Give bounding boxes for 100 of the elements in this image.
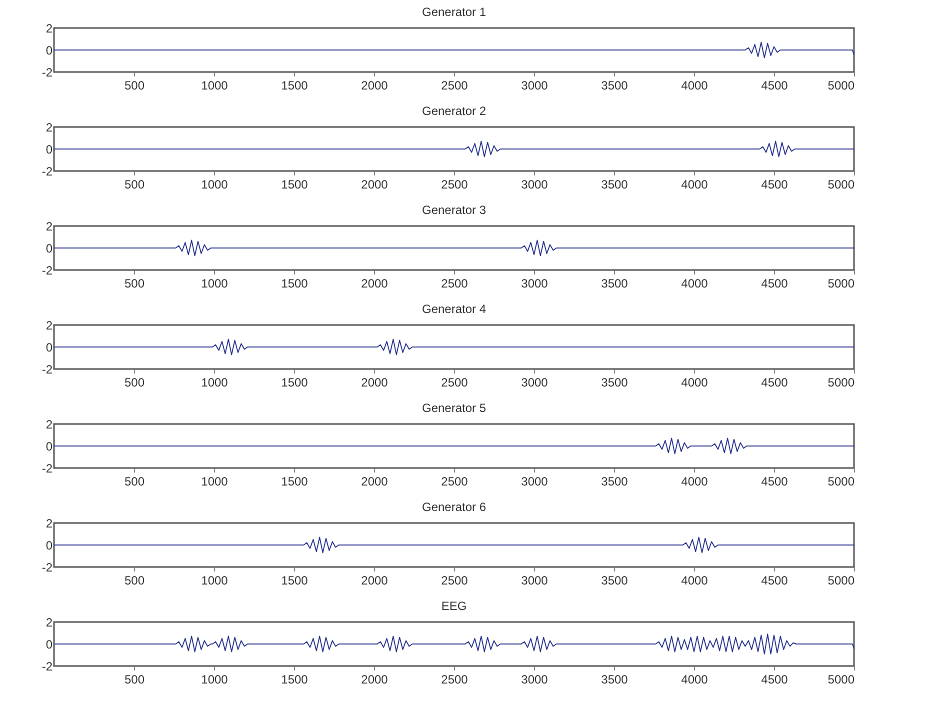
y-tick-label: 0 bbox=[46, 440, 53, 454]
x-tick-label: 2000 bbox=[361, 672, 388, 686]
x-tick-label: 4000 bbox=[681, 574, 708, 588]
x-tick-label: 1000 bbox=[201, 376, 228, 390]
x-tick-label: 3500 bbox=[601, 574, 628, 588]
y-tick-label: 0 bbox=[46, 142, 53, 156]
x-tick-label: 4500 bbox=[761, 78, 788, 92]
x-tick-label: 1500 bbox=[281, 376, 308, 390]
x-tick-label: 4000 bbox=[681, 78, 708, 92]
x-tick-label: 2000 bbox=[361, 474, 388, 488]
chart-title: Generator 6 bbox=[422, 500, 486, 514]
x-tick-label: 3500 bbox=[601, 672, 628, 686]
chart-title: Generator 4 bbox=[422, 302, 486, 316]
x-tick-label: 5000 bbox=[828, 672, 855, 686]
y-tick-label: 0 bbox=[46, 340, 53, 354]
chart-title: Generator 3 bbox=[422, 203, 486, 217]
x-tick-label: 2500 bbox=[441, 672, 468, 686]
x-tick-label: 500 bbox=[124, 376, 145, 390]
line-series bbox=[54, 338, 854, 356]
x-tick-label: 1000 bbox=[201, 178, 228, 192]
x-tick-label: 2500 bbox=[441, 178, 468, 192]
x-tick-label: 3500 bbox=[601, 474, 628, 488]
chart-title: EEG bbox=[441, 599, 467, 613]
x-tick-label: 1000 bbox=[201, 574, 228, 588]
x-tick-label: 4000 bbox=[681, 178, 708, 192]
x-tick-label: 3000 bbox=[521, 376, 548, 390]
y-tick-label: 2 bbox=[46, 220, 53, 234]
y-tick-label: -2 bbox=[42, 462, 53, 476]
y-tick-label: -2 bbox=[42, 560, 53, 574]
y-tick-label: 2 bbox=[46, 120, 53, 134]
x-tick-label: 1500 bbox=[281, 276, 308, 290]
y-tick-label: -2 bbox=[42, 66, 53, 80]
chart-title: Generator 2 bbox=[422, 104, 486, 118]
x-tick-label: 3000 bbox=[521, 672, 548, 686]
x-tick-label: 4000 bbox=[681, 474, 708, 488]
chart-title: Generator 1 bbox=[422, 5, 486, 19]
line-series bbox=[54, 240, 854, 256]
x-tick-label: 1000 bbox=[201, 672, 228, 686]
x-tick-label: 4000 bbox=[681, 376, 708, 390]
x-tick-label: 500 bbox=[124, 178, 145, 192]
y-tick-label: -2 bbox=[42, 164, 53, 178]
line-series bbox=[54, 42, 854, 58]
x-tick-label: 1500 bbox=[281, 672, 308, 686]
y-tick-label: 2 bbox=[46, 418, 53, 432]
x-tick-label: 1000 bbox=[201, 78, 228, 92]
y-tick-label: -2 bbox=[42, 264, 53, 278]
x-tick-label: 4500 bbox=[761, 178, 788, 192]
y-tick-label: 0 bbox=[46, 44, 53, 58]
x-tick-label: 500 bbox=[124, 78, 145, 92]
chart-title: Generator 5 bbox=[422, 401, 486, 415]
line-series bbox=[54, 438, 854, 454]
line-series bbox=[54, 536, 854, 554]
x-tick-label: 1000 bbox=[201, 474, 228, 488]
x-tick-label: 4500 bbox=[761, 672, 788, 686]
x-tick-label: 4000 bbox=[681, 276, 708, 290]
x-tick-label: 2500 bbox=[441, 276, 468, 290]
x-tick-label: 2500 bbox=[441, 474, 468, 488]
x-tick-label: 5000 bbox=[828, 78, 855, 92]
y-tick-label: 2 bbox=[46, 318, 53, 332]
x-tick-label: 500 bbox=[124, 574, 145, 588]
x-tick-label: 1500 bbox=[281, 78, 308, 92]
x-tick-label: 5000 bbox=[828, 574, 855, 588]
y-tick-label: -2 bbox=[42, 362, 53, 376]
x-tick-label: 3000 bbox=[521, 474, 548, 488]
x-tick-label: 2000 bbox=[361, 78, 388, 92]
x-tick-label: 1500 bbox=[281, 574, 308, 588]
x-tick-label: 500 bbox=[124, 672, 145, 686]
x-tick-label: 1500 bbox=[281, 474, 308, 488]
x-tick-label: 4500 bbox=[761, 376, 788, 390]
y-tick-label: 2 bbox=[46, 516, 53, 530]
x-tick-label: 2000 bbox=[361, 178, 388, 192]
x-tick-label: 1000 bbox=[201, 276, 228, 290]
x-tick-label: 2500 bbox=[441, 78, 468, 92]
y-tick-label: 0 bbox=[46, 242, 53, 256]
x-tick-label: 3500 bbox=[601, 376, 628, 390]
x-tick-label: 3500 bbox=[601, 276, 628, 290]
y-tick-label: -2 bbox=[42, 660, 53, 674]
x-tick-label: 4000 bbox=[681, 672, 708, 686]
x-tick-label: 4500 bbox=[761, 276, 788, 290]
x-tick-label: 2000 bbox=[361, 276, 388, 290]
x-tick-label: 3500 bbox=[601, 178, 628, 192]
y-tick-label: 2 bbox=[46, 22, 53, 36]
x-tick-label: 2500 bbox=[441, 376, 468, 390]
line-series bbox=[54, 140, 854, 158]
x-tick-label: 2000 bbox=[361, 376, 388, 390]
x-tick-label: 3000 bbox=[521, 574, 548, 588]
x-tick-label: 5000 bbox=[828, 276, 855, 290]
x-tick-label: 3500 bbox=[601, 78, 628, 92]
x-tick-label: 500 bbox=[124, 276, 145, 290]
x-tick-label: 2000 bbox=[361, 574, 388, 588]
x-tick-label: 5000 bbox=[828, 178, 855, 192]
x-tick-label: 5000 bbox=[828, 474, 855, 488]
y-tick-label: 0 bbox=[46, 638, 53, 652]
x-tick-label: 4500 bbox=[761, 574, 788, 588]
x-tick-label: 3000 bbox=[521, 178, 548, 192]
x-tick-label: 5000 bbox=[828, 376, 855, 390]
x-tick-label: 1500 bbox=[281, 178, 308, 192]
x-tick-label: 2500 bbox=[441, 574, 468, 588]
x-tick-label: 500 bbox=[124, 474, 145, 488]
x-tick-label: 3000 bbox=[521, 276, 548, 290]
